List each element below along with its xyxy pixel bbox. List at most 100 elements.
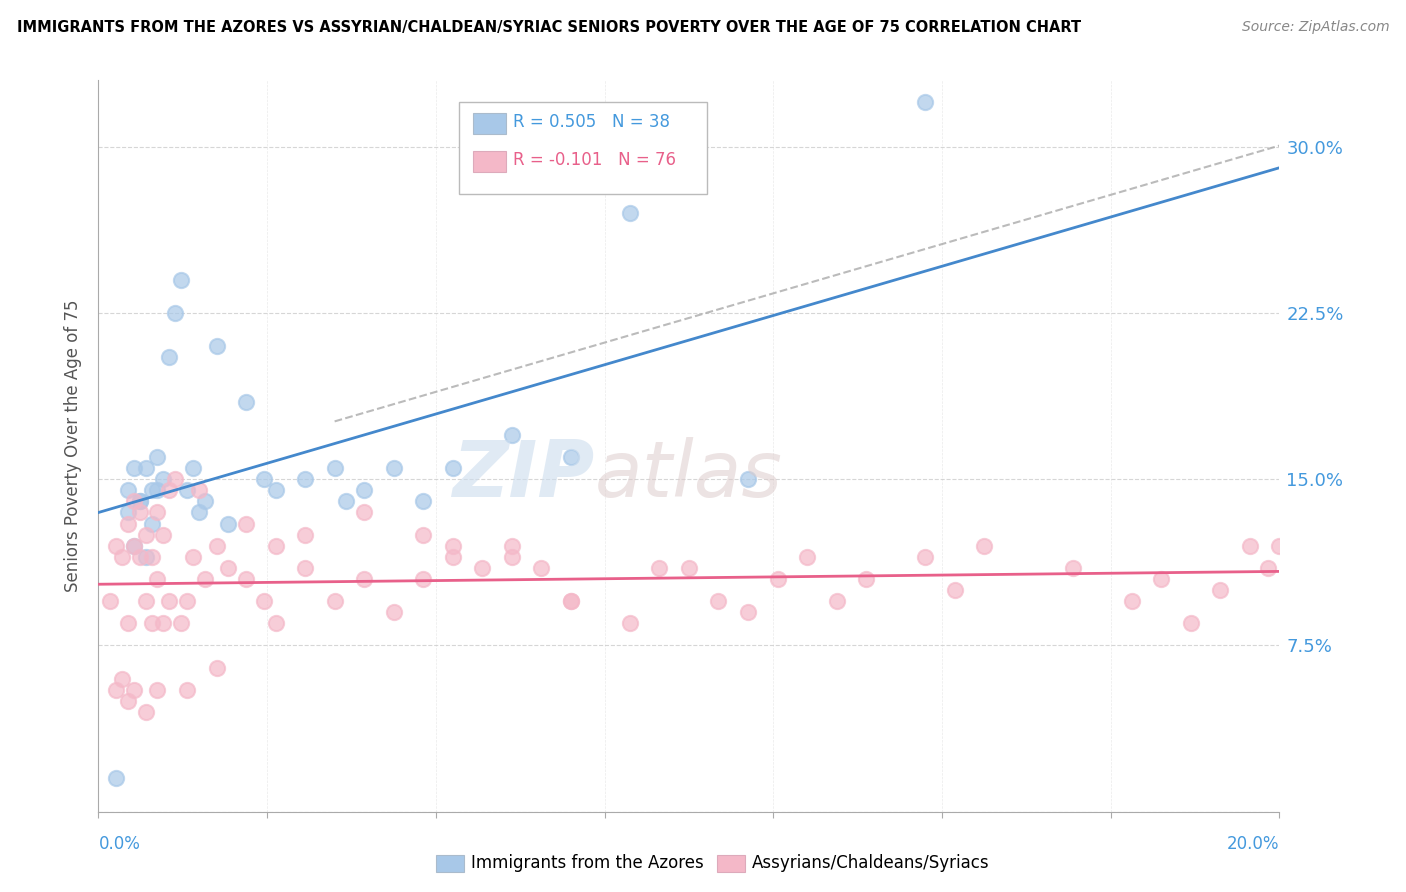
Point	[294, 561, 316, 575]
Point	[253, 594, 276, 608]
Point	[122, 494, 145, 508]
Point	[353, 572, 375, 586]
Point	[737, 605, 759, 619]
Point	[501, 549, 523, 564]
Point	[152, 527, 174, 541]
Point	[1239, 539, 1261, 553]
Point	[471, 561, 494, 575]
Text: atlas: atlas	[595, 437, 782, 513]
Point	[181, 549, 204, 564]
Point	[122, 539, 145, 553]
Point	[1209, 583, 1232, 598]
Point	[294, 527, 316, 541]
Point	[619, 206, 641, 220]
Point	[141, 549, 163, 564]
Point	[141, 516, 163, 531]
Point	[117, 483, 139, 498]
Point	[560, 594, 582, 608]
Point	[973, 539, 995, 553]
Point	[105, 539, 128, 553]
Point	[135, 461, 157, 475]
Point	[187, 506, 209, 520]
Point	[1062, 561, 1084, 575]
Point	[441, 549, 464, 564]
Point	[353, 506, 375, 520]
Point	[170, 616, 193, 631]
Point	[146, 450, 169, 464]
FancyBboxPatch shape	[458, 103, 707, 194]
Text: IMMIGRANTS FROM THE AZORES VS ASSYRIAN/CHALDEAN/SYRIAC SENIORS POVERTY OVER THE : IMMIGRANTS FROM THE AZORES VS ASSYRIAN/C…	[17, 20, 1081, 35]
Point	[176, 483, 198, 498]
Point	[323, 461, 346, 475]
Text: ZIP: ZIP	[453, 437, 595, 513]
Point	[135, 705, 157, 719]
Point	[122, 461, 145, 475]
Point	[264, 616, 287, 631]
Point	[707, 594, 730, 608]
Text: Assyrians/Chaldeans/Syriacs: Assyrians/Chaldeans/Syriacs	[752, 855, 990, 872]
Point	[294, 472, 316, 486]
Point	[105, 772, 128, 786]
Point	[648, 561, 671, 575]
Point	[943, 583, 966, 598]
Text: R = 0.505   N = 38: R = 0.505 N = 38	[513, 113, 671, 131]
Point	[619, 616, 641, 631]
Point	[353, 483, 375, 498]
Point	[678, 561, 700, 575]
Point	[146, 682, 169, 697]
Point	[135, 594, 157, 608]
Point	[1257, 561, 1279, 575]
Point	[128, 549, 150, 564]
Point	[165, 306, 187, 320]
FancyBboxPatch shape	[472, 152, 506, 171]
Point	[117, 506, 139, 520]
Point	[205, 539, 228, 553]
Point	[530, 561, 553, 575]
Point	[501, 539, 523, 553]
Point	[194, 494, 217, 508]
Point	[141, 616, 163, 631]
Point	[855, 572, 877, 586]
Point	[1180, 616, 1202, 631]
Point	[122, 682, 145, 697]
Point	[176, 682, 198, 697]
Text: R = -0.101   N = 76: R = -0.101 N = 76	[513, 151, 676, 169]
Point	[181, 461, 204, 475]
Point	[152, 616, 174, 631]
Point	[117, 694, 139, 708]
Text: Immigrants from the Azores: Immigrants from the Azores	[471, 855, 704, 872]
Point	[412, 527, 434, 541]
Point	[146, 483, 169, 498]
Point	[501, 428, 523, 442]
Point	[141, 483, 163, 498]
Point	[128, 506, 150, 520]
Point	[176, 594, 198, 608]
Point	[135, 527, 157, 541]
Point	[157, 483, 180, 498]
Point	[117, 616, 139, 631]
Point	[152, 472, 174, 486]
Point	[914, 95, 936, 110]
Point	[253, 472, 276, 486]
Text: Source: ZipAtlas.com: Source: ZipAtlas.com	[1241, 20, 1389, 34]
Point	[235, 394, 257, 409]
Point	[766, 572, 789, 586]
Y-axis label: Seniors Poverty Over the Age of 75: Seniors Poverty Over the Age of 75	[65, 300, 83, 592]
Point	[412, 572, 434, 586]
Point	[441, 539, 464, 553]
Point	[335, 494, 357, 508]
Point	[146, 506, 169, 520]
Point	[111, 672, 134, 686]
Point	[560, 594, 582, 608]
Point	[1150, 572, 1173, 586]
Point	[914, 549, 936, 564]
Point	[128, 494, 150, 508]
Point	[1121, 594, 1143, 608]
Point	[135, 549, 157, 564]
Point	[128, 494, 150, 508]
Point	[737, 472, 759, 486]
Point	[560, 450, 582, 464]
Text: 20.0%: 20.0%	[1227, 835, 1279, 853]
Point	[105, 682, 128, 697]
Point	[825, 594, 848, 608]
